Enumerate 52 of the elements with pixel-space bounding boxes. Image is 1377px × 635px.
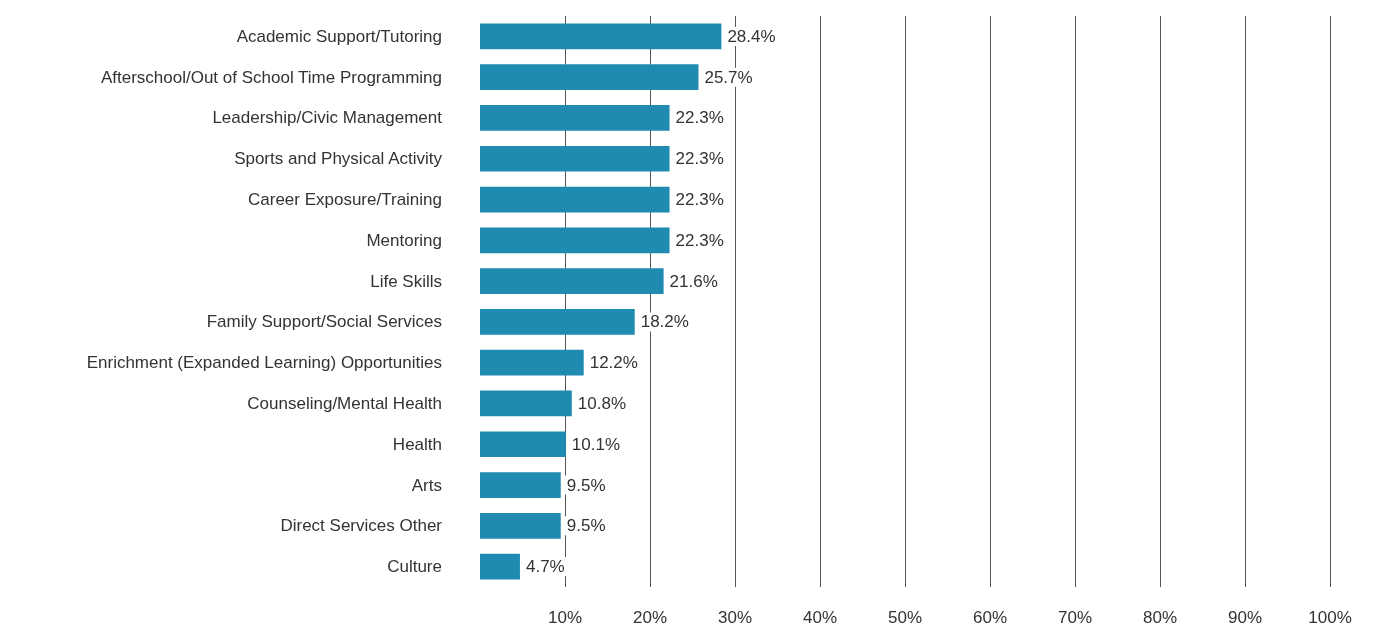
bar <box>480 186 670 213</box>
bar <box>480 472 561 498</box>
data-label: 4.7% <box>525 557 565 577</box>
bar <box>480 227 670 254</box>
x-tick-label: 20% <box>632 608 668 627</box>
data-label: 10.8% <box>577 393 626 413</box>
x-tick-label: 90% <box>1227 608 1263 627</box>
y-tick-label: Arts <box>411 475 442 495</box>
y-tick-label: Counseling/Mental Health <box>247 393 442 413</box>
y-tick-label: Academic Support/Tutoring <box>236 26 442 46</box>
bar <box>480 512 561 539</box>
data-label: 9.5% <box>566 475 606 495</box>
y-tick-label: Leadership/Civic Management <box>212 108 443 128</box>
x-tick-label: 50% <box>887 608 923 627</box>
data-label: 9.5% <box>566 516 606 536</box>
x-tick-label: 40% <box>802 608 838 627</box>
bar <box>480 309 635 335</box>
x-tick-label: 100% <box>1308 608 1352 627</box>
data-label: 22.3% <box>675 230 724 250</box>
data-label: 21.6% <box>669 271 718 291</box>
bar <box>480 349 584 376</box>
y-tick-label: Enrichment (Expanded Learning) Opportunities <box>86 353 442 373</box>
y-tick-label: Life Skills <box>370 271 442 291</box>
y-tick-label: Mentoring <box>366 230 442 250</box>
y-tick-label: Sports and Physical Activity <box>234 149 443 169</box>
x-tick-label: 30% <box>717 608 753 627</box>
x-tick-label: 80% <box>1142 608 1178 627</box>
bar <box>480 64 699 91</box>
data-label: 25.7% <box>704 67 753 87</box>
data-label: 18.2% <box>640 312 689 332</box>
y-tick-label: Health <box>392 434 442 454</box>
y-tick-label: Direct Services Other <box>280 516 443 536</box>
bar <box>480 23 722 50</box>
bar <box>480 145 670 172</box>
bar <box>480 105 670 131</box>
data-label: 10.1% <box>571 434 621 454</box>
y-tick-label: Career Exposure/Training <box>247 190 442 210</box>
x-tick-label: 10% <box>547 608 583 627</box>
bar <box>480 390 572 417</box>
x-tick-label: 60% <box>972 608 1008 627</box>
data-label: 22.3% <box>675 190 724 210</box>
bar <box>480 553 520 580</box>
bar <box>480 268 664 294</box>
data-label: 12.2% <box>589 353 638 373</box>
y-tick-label: Family Support/Social Services <box>206 312 442 332</box>
data-label: 22.3% <box>675 149 724 169</box>
y-tick-label: Afterschool/Out of School Time Programming <box>100 67 442 87</box>
bar <box>480 431 566 458</box>
y-tick-label: Culture <box>387 557 442 577</box>
data-label: 28.4% <box>727 26 776 46</box>
data-label: 22.3% <box>675 108 724 128</box>
x-tick-label: 70% <box>1057 608 1093 627</box>
